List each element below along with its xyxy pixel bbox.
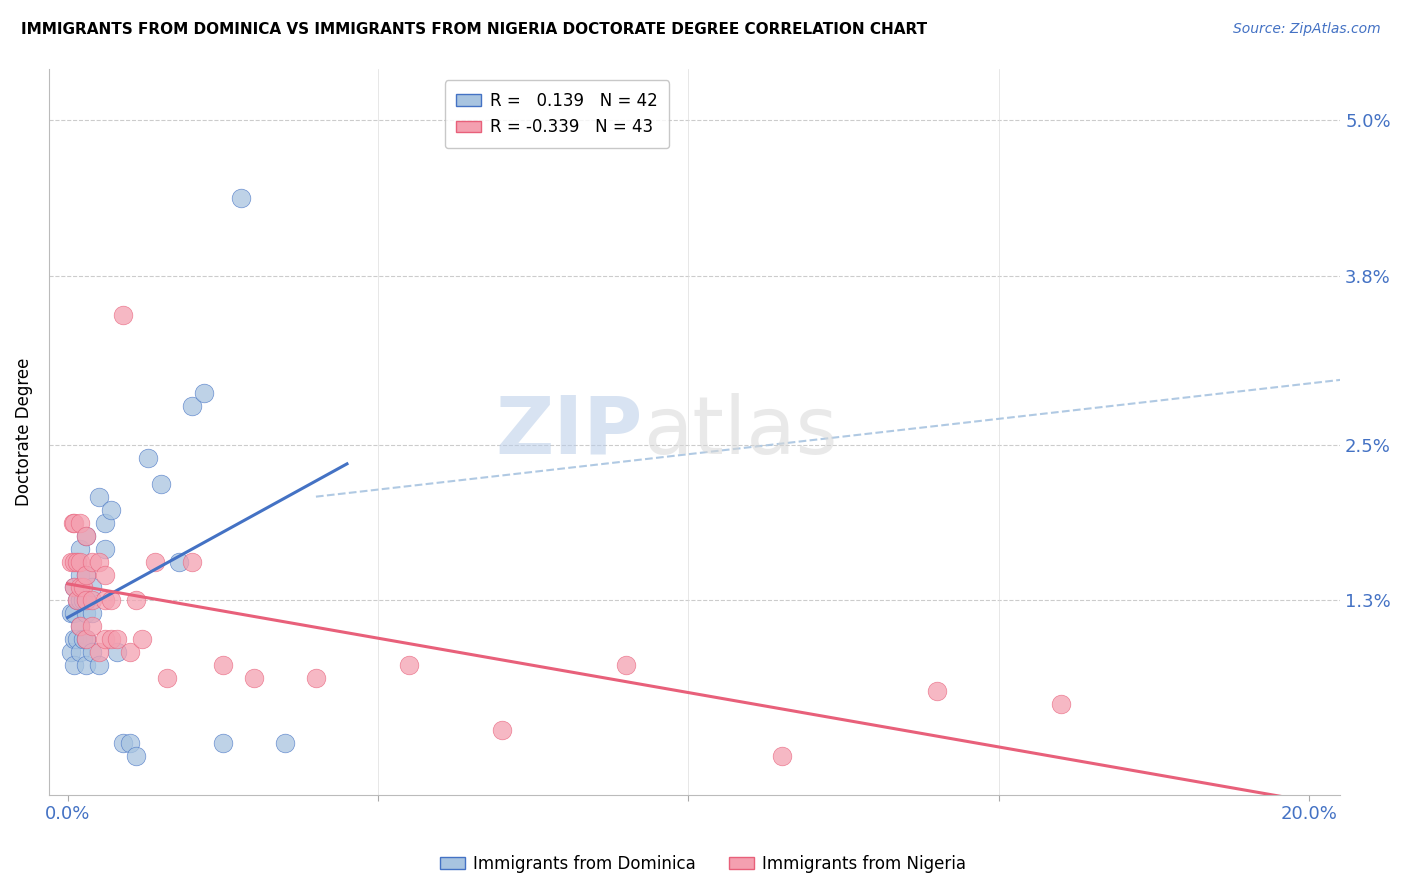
Point [491,723,513,738]
Point [59,607,82,621]
Point [66,593,89,607]
Point [66,632,89,647]
Point [87,490,110,504]
Point [62,516,84,530]
Point [305,671,328,685]
Point [59,555,82,569]
Point [82,581,104,595]
Point [211,658,233,673]
Point [75,632,97,647]
Point [72,581,94,595]
Point [100,632,122,647]
Point [62,581,84,595]
Point [112,736,135,750]
Text: atlas: atlas [643,392,838,471]
Point [62,632,84,647]
Point [75,528,97,542]
Point [156,671,179,685]
Point [94,541,117,556]
Point [62,516,84,530]
Point [62,581,84,595]
Point [69,541,91,556]
Point [62,658,84,673]
Point [614,658,637,673]
Point [75,632,97,647]
Point [136,450,159,465]
Text: IMMIGRANTS FROM DOMINICA VS IMMIGRANTS FROM NIGERIA DOCTORATE DEGREE CORRELATION: IMMIGRANTS FROM DOMINICA VS IMMIGRANTS F… [21,22,927,37]
Point [82,593,104,607]
Point [131,632,153,647]
Point [105,645,128,659]
Text: ZIP: ZIP [496,392,643,471]
Point [69,645,91,659]
Point [87,645,110,659]
Point [69,516,91,530]
Point [69,619,91,633]
Point [72,593,94,607]
Point [94,516,117,530]
Point [94,593,117,607]
Point [69,593,91,607]
Point [66,555,89,569]
Point [100,593,122,607]
Point [87,555,110,569]
Point [82,645,104,659]
Point [66,593,89,607]
Legend: Immigrants from Dominica, Immigrants from Nigeria: Immigrants from Dominica, Immigrants fro… [433,848,973,880]
Point [94,632,117,647]
Point [62,607,84,621]
Point [112,308,135,322]
Point [75,593,97,607]
Point [82,607,104,621]
Point [72,632,94,647]
Point [149,476,172,491]
Point [125,593,148,607]
Point [211,736,233,750]
Point [125,749,148,764]
Point [118,645,141,659]
Point [75,567,97,582]
Point [69,581,91,595]
Point [62,555,84,569]
Point [75,567,97,582]
Point [1050,698,1073,712]
Point [398,658,420,673]
Point [75,607,97,621]
Point [66,555,89,569]
Point [180,399,202,413]
Point [925,684,948,698]
Point [82,555,104,569]
Point [143,555,166,569]
Point [231,191,253,205]
Point [75,528,97,542]
Point [87,658,110,673]
Text: Source: ZipAtlas.com: Source: ZipAtlas.com [1233,22,1381,37]
Point [180,555,202,569]
Point [59,645,82,659]
Legend: R =   0.139   N = 42, R = -0.339   N = 43: R = 0.139 N = 42, R = -0.339 N = 43 [444,80,669,148]
Point [193,385,215,400]
Point [82,619,104,633]
Point [69,567,91,582]
Point [94,567,117,582]
Point [770,749,793,764]
Point [75,593,97,607]
Point [75,658,97,673]
Point [105,632,128,647]
Point [118,736,141,750]
Point [69,619,91,633]
Point [243,671,266,685]
Point [100,502,122,516]
Point [169,555,191,569]
Point [274,736,297,750]
Point [69,555,91,569]
Y-axis label: Doctorate Degree: Doctorate Degree [15,358,32,506]
